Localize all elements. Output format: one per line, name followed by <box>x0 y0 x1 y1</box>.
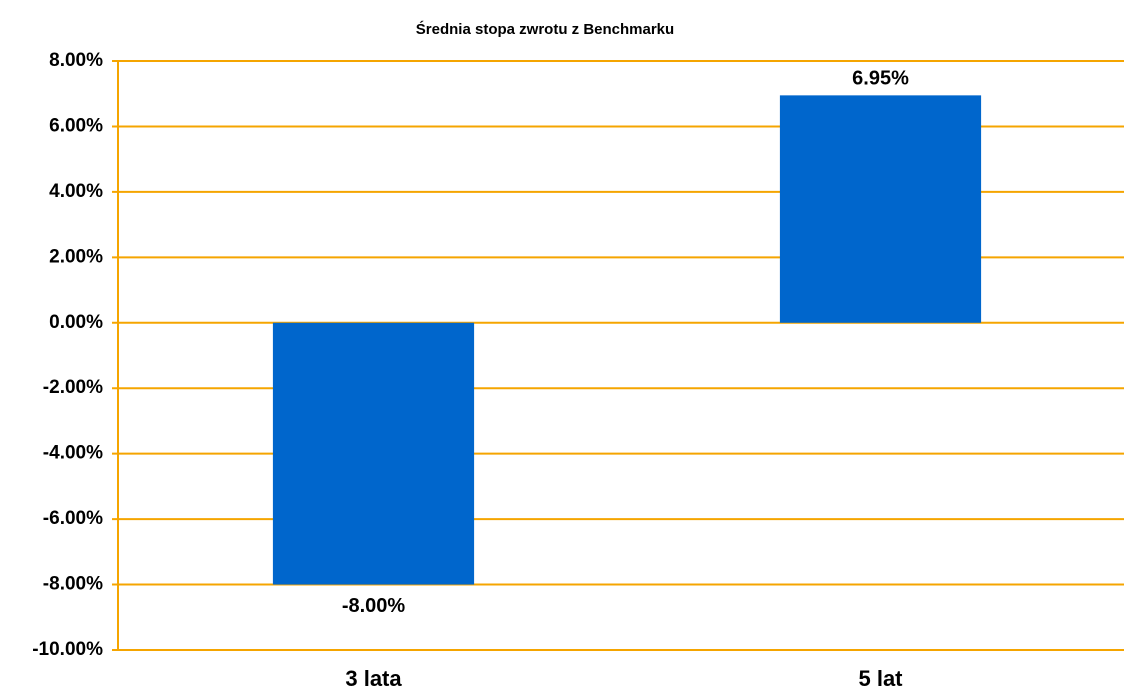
y-tick-label: 4.00% <box>49 181 103 202</box>
data-label: -8.00% <box>342 595 406 617</box>
y-tick-label: 2.00% <box>49 246 103 267</box>
chart-title: Średnia stopa zwrotu z Benchmarku <box>416 20 674 38</box>
bar <box>779 95 982 323</box>
y-tick-label: -2.00% <box>43 377 103 398</box>
y-tick-label: 0.00% <box>49 312 103 333</box>
x-tick-label: 3 lata <box>345 666 402 691</box>
y-tick-label: -4.00% <box>43 443 103 464</box>
y-tick-label: -6.00% <box>43 508 103 529</box>
x-tick-label: 5 lat <box>858 666 903 691</box>
y-tick-label: -10.00% <box>32 639 103 660</box>
y-tick-label: 8.00% <box>49 50 103 71</box>
bar <box>272 322 475 585</box>
data-label: 6.95% <box>852 68 909 90</box>
y-tick-label: -8.00% <box>43 574 103 595</box>
y-tick-label: 6.00% <box>49 115 103 136</box>
